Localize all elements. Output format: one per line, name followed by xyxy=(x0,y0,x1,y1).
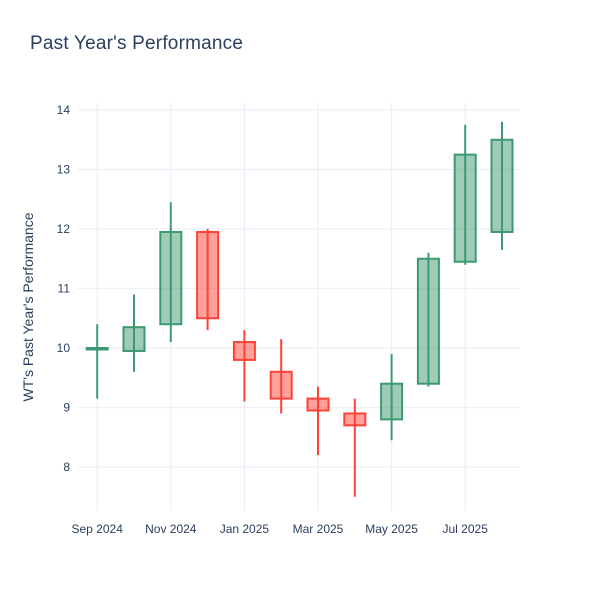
y-tick-label: 11 xyxy=(58,282,71,296)
candle-body xyxy=(232,341,256,361)
y-tick-label: 10 xyxy=(57,341,71,355)
candle-body xyxy=(159,230,183,326)
x-tick-label: Jul 2025 xyxy=(443,522,489,536)
candlestick-aug-2025[interactable] xyxy=(490,121,514,250)
y-tick-label: 12 xyxy=(57,222,71,236)
candle-body xyxy=(380,382,404,421)
candle-body xyxy=(453,153,477,263)
x-tick-label: May 2025 xyxy=(365,522,418,536)
candlestick-oct-2024[interactable] xyxy=(122,294,146,372)
chart-title: Past Year's Performance xyxy=(30,33,244,54)
y-tick-label: 14 xyxy=(57,103,71,117)
y-tick-label: 8 xyxy=(63,460,70,474)
candle-body xyxy=(306,397,330,412)
y-tick-label: 9 xyxy=(63,401,70,415)
candle-body xyxy=(343,412,367,427)
candlestick-jun-2025[interactable] xyxy=(416,252,440,387)
x-tick-label: Jan 2025 xyxy=(220,522,270,536)
candle-body xyxy=(85,347,109,351)
x-tick-label: Sep 2024 xyxy=(72,522,124,536)
candle-body xyxy=(196,230,220,320)
candlestick-sep-2024[interactable] xyxy=(85,324,109,399)
candle-body xyxy=(269,370,293,400)
candlestick-jan-2025[interactable] xyxy=(232,330,256,402)
candlestick-feb-2025[interactable] xyxy=(269,339,293,414)
candlestick-jul-2025[interactable] xyxy=(453,124,477,265)
x-tick-label: Nov 2024 xyxy=(145,522,197,536)
y-tick-label: 13 xyxy=(57,163,71,177)
candlestick-nov-2024[interactable] xyxy=(159,202,183,343)
candle-body xyxy=(490,138,514,233)
candlestick-apr-2025[interactable] xyxy=(343,398,367,497)
candlestick-mar-2025[interactable] xyxy=(306,386,330,456)
y-axis-title: WT's Past Year's Performance xyxy=(20,212,36,401)
candle-body xyxy=(122,326,146,352)
candlestick-may-2025[interactable] xyxy=(380,353,404,441)
x-tick-label: Mar 2025 xyxy=(293,522,344,536)
candlestick-dec-2024[interactable] xyxy=(196,229,220,331)
candle-body xyxy=(416,257,440,385)
